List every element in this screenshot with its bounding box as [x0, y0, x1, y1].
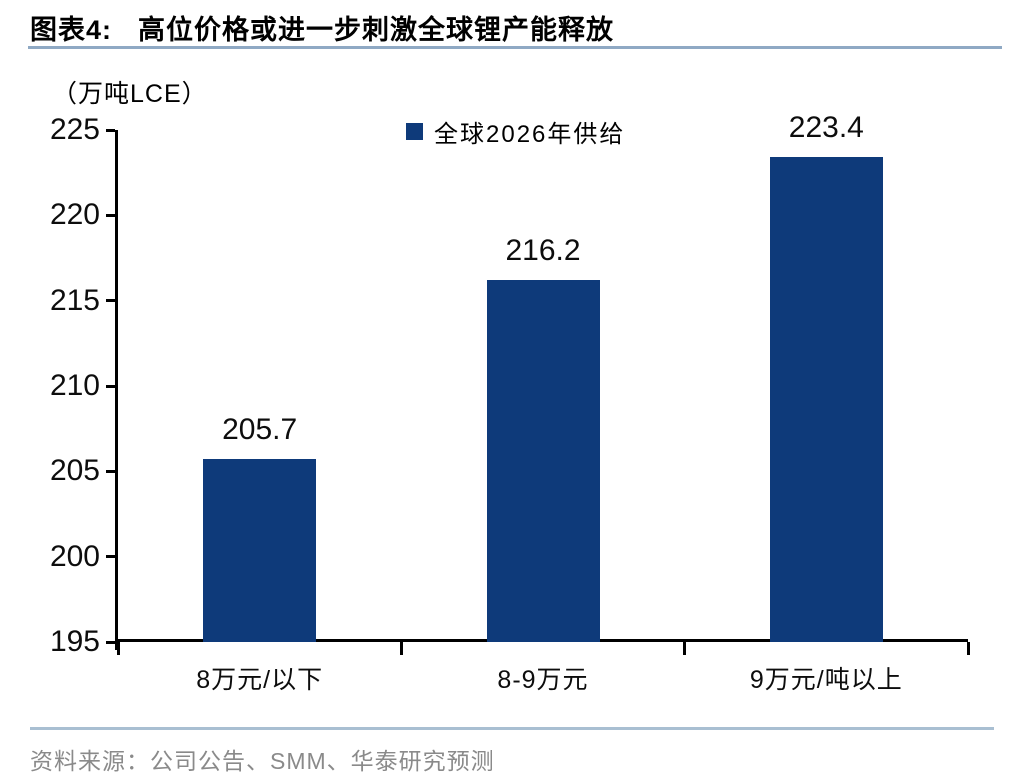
legend-label: 全球2026年供给: [434, 121, 626, 148]
bar-value-label: 223.4: [788, 111, 864, 145]
x-tick: [683, 642, 687, 655]
y-tick-label: 210: [49, 369, 100, 402]
y-tick-label: 220: [49, 198, 100, 232]
chart-title: 图表4: 高位价格或进一步刺激全球锂产能释放: [30, 8, 614, 47]
legend: 全球2026年供给: [406, 114, 625, 149]
bar-value-label: 205.7: [222, 413, 298, 447]
bar: [203, 459, 317, 642]
y-tick: [106, 469, 115, 473]
x-tick: [116, 642, 120, 655]
legend-swatch-icon: [406, 123, 423, 140]
y-axis-line: [115, 130, 118, 650]
source-note: 资料来源：公司公告、SMM、华泰研究预测: [30, 748, 495, 774]
bar-value-label: 216.2: [505, 234, 581, 268]
chart-title-text: 高位价格或进一步刺激全球锂产能释放: [138, 15, 615, 45]
y-tick-label: 200: [49, 539, 100, 573]
y-axis-unit-label: （万吨LCE）: [52, 80, 208, 108]
y-tick: [106, 640, 115, 644]
title-divider: [28, 46, 1002, 49]
bar: [769, 157, 883, 642]
y-tick-label: 195: [49, 625, 100, 658]
x-axis-category-label: 8-9万元: [497, 666, 589, 694]
footer-divider: [30, 727, 994, 730]
y-tick: [106, 128, 115, 132]
x-axis-category-label: 8万元/以下: [196, 666, 324, 694]
chart-title-prefix: 图表4:: [30, 15, 113, 45]
y-tick: [106, 213, 115, 217]
y-tick-label: 205: [49, 454, 100, 488]
y-tick: [106, 555, 115, 559]
x-tick: [399, 642, 403, 655]
y-tick: [106, 299, 115, 303]
x-axis-category-label: 9万元/吨以上: [749, 666, 903, 694]
y-tick-label: 225: [49, 113, 100, 146]
x-tick: [966, 642, 970, 655]
bar: [486, 280, 600, 642]
y-tick: [106, 384, 115, 388]
y-tick-label: 215: [49, 283, 100, 317]
